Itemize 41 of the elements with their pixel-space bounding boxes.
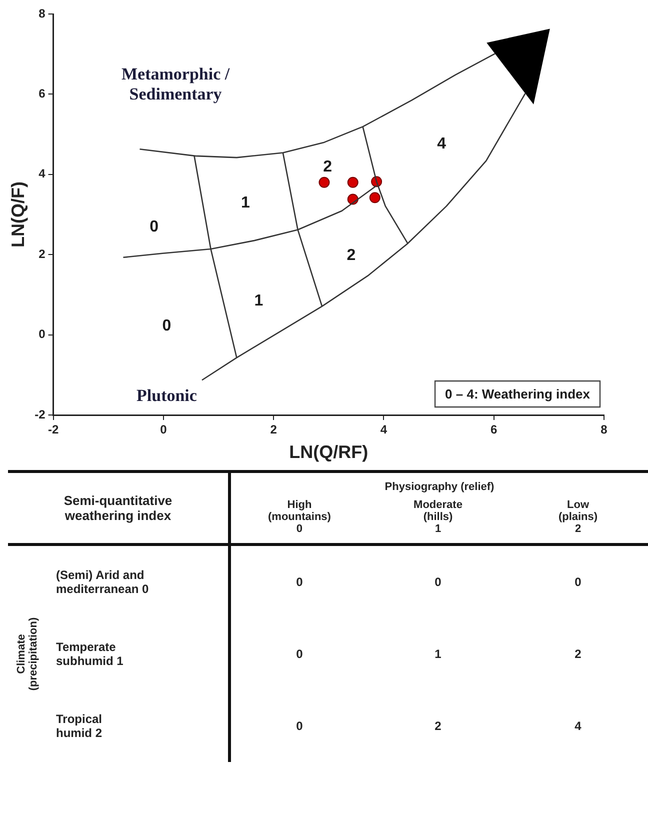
x-tick-label: High (mountains) 0 bbox=[228, 493, 368, 546]
y-tick-label: -2 bbox=[34, 407, 46, 422]
x-tick-label: 4 bbox=[380, 422, 388, 437]
y-tick-label: Temperate subhumid 1 bbox=[55, 639, 124, 670]
annotation: 1 bbox=[241, 194, 250, 212]
annotation: 4 bbox=[437, 135, 446, 152]
data-label: 1 bbox=[434, 646, 442, 663]
data-label: 0 bbox=[574, 574, 582, 591]
x-axis-title: LN(Q/RF) bbox=[289, 442, 368, 462]
data-label: 2 bbox=[574, 646, 582, 663]
data-label: 0 bbox=[228, 618, 368, 690]
x-tick-label: Moderate (hills) 1 bbox=[368, 493, 508, 546]
annotation: 1 bbox=[254, 292, 264, 310]
y-tick-label: 6 bbox=[38, 86, 46, 101]
x-tick-label: Low (plains) 2 bbox=[508, 493, 648, 546]
y-tick-label: 0 bbox=[38, 327, 46, 342]
y-axis-title: LN(Q/F) bbox=[8, 182, 28, 248]
y-tick-label: 2 bbox=[38, 246, 46, 261]
text: Semi-quantitative weathering index bbox=[8, 473, 228, 546]
data-label: 0 bbox=[228, 546, 368, 618]
data-label: 0 bbox=[228, 690, 368, 762]
data-label: 0 bbox=[434, 574, 442, 591]
y-tick-label: (Semi) Arid and mediterranean 0 bbox=[55, 567, 150, 598]
annotation: 2 bbox=[323, 158, 332, 176]
x-tick-label: 8 bbox=[600, 422, 608, 437]
y-axis-title: Climate (precipitation) bbox=[16, 617, 40, 691]
data-label: 2 bbox=[434, 718, 442, 735]
annotation: 2 bbox=[346, 246, 356, 264]
x-tick-label: 0 bbox=[160, 422, 168, 437]
data-label: 4 bbox=[574, 718, 582, 735]
y-tick-label: 8 bbox=[38, 6, 46, 20]
annotation: Metamorphic / Sedimentary bbox=[121, 64, 230, 104]
x-tick-label: 6 bbox=[490, 422, 498, 437]
annotation: 0 bbox=[150, 218, 159, 236]
annotation: 0 bbox=[162, 317, 172, 334]
x-tick-label: 2 bbox=[270, 422, 278, 437]
y-tick-label: Tropical humid 2 bbox=[55, 711, 104, 742]
annotation: Plutonic bbox=[136, 386, 198, 405]
y-tick-label: 4 bbox=[38, 166, 46, 181]
annotation: 0 – 4: Weathering index bbox=[445, 386, 591, 402]
x-axis-title: Physiography (relief) bbox=[228, 473, 648, 493]
